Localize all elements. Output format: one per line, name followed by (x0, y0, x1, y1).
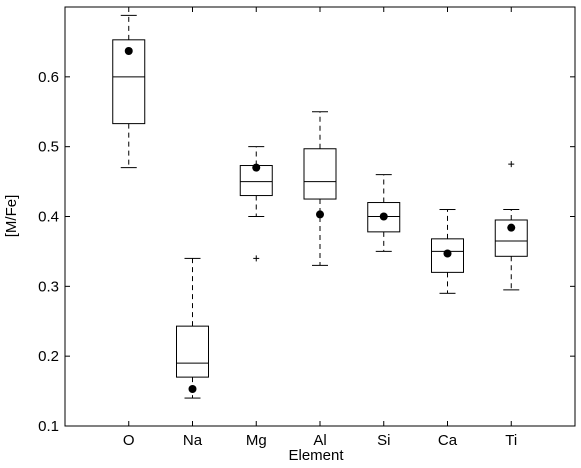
mean-dot (379, 212, 388, 221)
box-Ca (431, 209, 464, 294)
y-tick-label: 0.4 (38, 209, 59, 226)
mean-dot (188, 384, 197, 393)
box-Mg (239, 146, 273, 262)
outlier-marker (508, 161, 515, 168)
x-tick-label: Mg (246, 432, 267, 449)
mean-dot (507, 223, 516, 232)
y-tick-label: 0.3 (38, 278, 59, 295)
box-Na (176, 257, 209, 399)
box-series (112, 14, 528, 399)
y-tick-label: 0.5 (38, 139, 59, 156)
mean-dot (252, 163, 261, 172)
box-Si (367, 174, 401, 252)
box-Al (303, 111, 337, 266)
x-tick-label: Ca (438, 432, 458, 449)
y-tick-label: 0.1 (38, 418, 59, 435)
y-tick-label: 0.2 (38, 348, 59, 365)
y-axis-label: [M/Fe] (3, 195, 20, 238)
mean-dot (124, 46, 133, 55)
x-tick-label: Al (313, 432, 326, 449)
x-axis: O Na Mg Al Si Ca Ti (123, 7, 517, 449)
box-Ti (494, 161, 528, 291)
iqr-box (303, 148, 337, 200)
mean-dot (443, 249, 452, 258)
x-tick-label: Si (377, 432, 390, 449)
box-O (112, 14, 146, 169)
mean-dot (316, 210, 324, 219)
iqr-box (431, 238, 464, 273)
y-tick-label: 0.6 (38, 69, 59, 86)
x-axis-label: Element (288, 447, 344, 464)
iqr-box (176, 325, 209, 378)
x-tick-label: Ti (505, 432, 517, 449)
x-tick-label: O (123, 432, 135, 449)
y-axis: 0.1 0.2 0.3 0.4 0.5 0.6 (38, 69, 575, 435)
outlier-marker (253, 255, 260, 262)
x-tick-label: Na (183, 432, 203, 449)
